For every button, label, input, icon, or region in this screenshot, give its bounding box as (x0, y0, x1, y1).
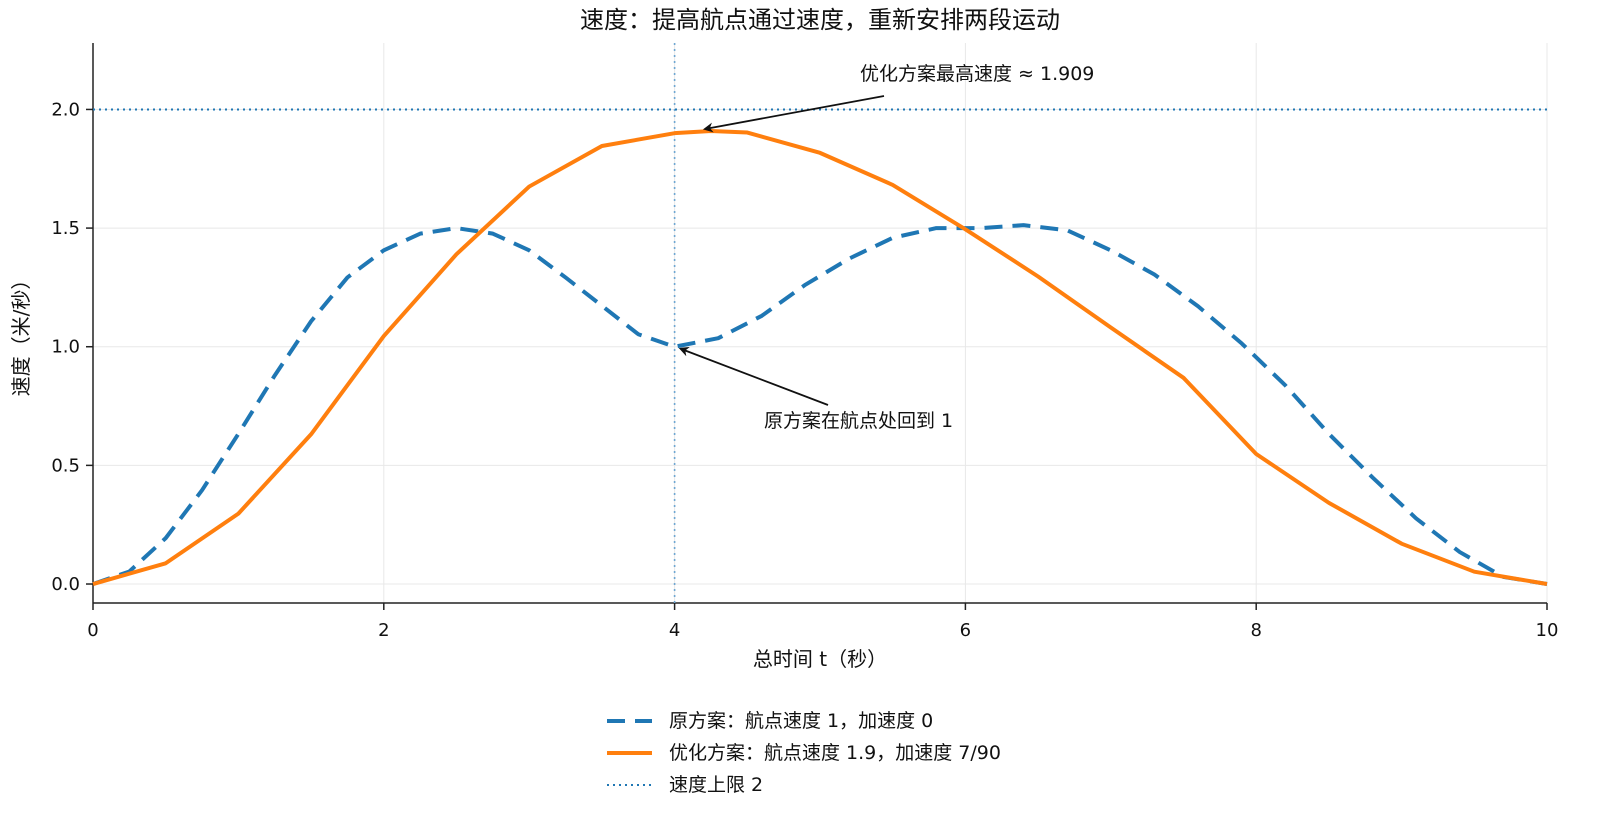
x-tick-label: 2 (378, 620, 389, 641)
y-tick-label: 0.0 (51, 574, 80, 595)
peak-annotation-arrow (702, 95, 885, 133)
x-tick-label: 10 (1536, 620, 1559, 641)
series-layer (92, 108, 1548, 586)
waypoint-annotation-text: 原方案在航点处回到 1 (764, 410, 953, 432)
x-tick-label: 8 (1250, 620, 1261, 641)
optimized-plan-line (92, 129, 1548, 586)
y-tick-label: 1.0 (51, 337, 80, 358)
waypoint-annotation-arrow (678, 346, 829, 406)
y-tick-label: 2.0 (51, 99, 80, 120)
legend-label: 优化方案：航点速度 1.9，加速度 7/90 (669, 742, 1001, 764)
y-tick-label: 1.5 (51, 218, 80, 239)
y-ticks: 0.0 0.5 1.0 1.5 2.0 (51, 99, 93, 595)
y-axis-label: 速度（米/秒） (9, 270, 33, 397)
annotations-layer: 优化方案最高速度 ≈ 1.909 原方案在航点处回到 1 (678, 63, 1094, 432)
x-tick-label: 4 (669, 620, 680, 641)
y-tick-label: 0.5 (51, 455, 80, 476)
x-tick-label: 6 (960, 620, 971, 641)
legend-label: 原方案：航点速度 1，加速度 0 (669, 710, 933, 732)
legend: 原方案：航点速度 1，加速度 0 优化方案：航点速度 1.9，加速度 7/90 速度… (607, 710, 1001, 796)
grid-layer (93, 43, 1548, 603)
x-ticks: 0 2 4 6 8 10 (87, 603, 1558, 641)
original-plan-line (92, 223, 1548, 586)
x-axis-label: 总时间 t（秒） (753, 647, 887, 671)
chart-title: 速度：提高航点通过速度，重新安排两段运动 (580, 6, 1060, 34)
x-tick-label: 0 (87, 620, 98, 641)
legend-label: 速度上限 2 (669, 774, 763, 796)
peak-annotation-text: 优化方案最高速度 ≈ 1.909 (860, 63, 1094, 85)
